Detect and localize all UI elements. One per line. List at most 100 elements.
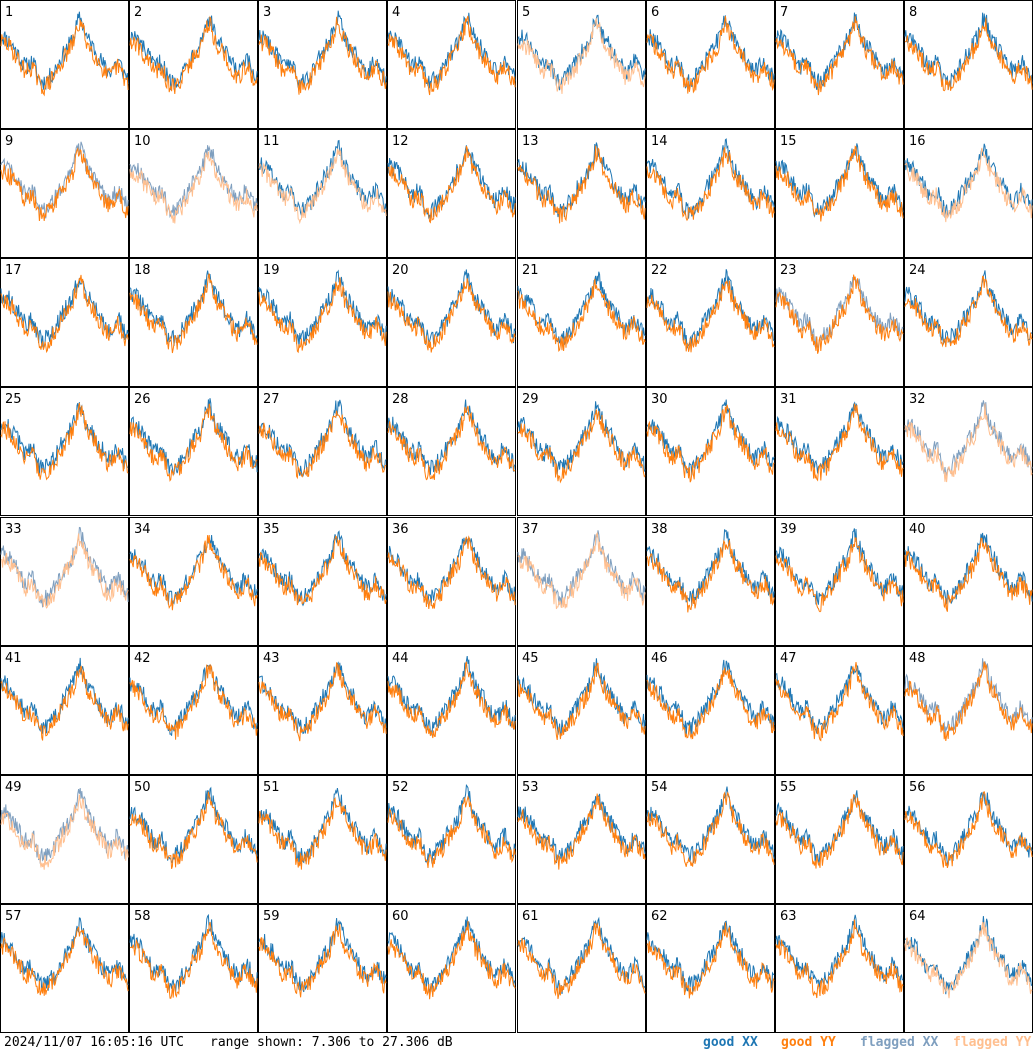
panel-label: 60: [392, 909, 409, 924]
panel-label: 51: [263, 780, 280, 795]
panel-51: 51: [258, 775, 387, 904]
panel-18: 18: [129, 258, 258, 387]
series-yy: [387, 278, 516, 353]
panel-33: 33: [0, 517, 129, 646]
panel-49: 49: [0, 775, 129, 904]
series-xx: [775, 401, 904, 474]
panel-label: 47: [780, 651, 797, 666]
series-yy: [129, 273, 258, 354]
panel-label: 54: [651, 780, 668, 795]
panel-26: 26: [129, 387, 258, 516]
series-yy: [646, 791, 775, 867]
panel-5: 5: [517, 0, 646, 129]
panel-frame: [0, 129, 129, 258]
series-yy: [387, 405, 516, 481]
panel-37: 37: [517, 517, 646, 646]
series-xx: [646, 269, 775, 350]
series-xx: [775, 12, 904, 91]
series-yy: [258, 277, 387, 354]
panel-1: 1: [0, 0, 129, 129]
series-yy: [517, 531, 646, 610]
panel-label: 42: [134, 651, 151, 666]
panel-label: 22: [651, 263, 668, 278]
series-yy: [258, 535, 387, 606]
series-yy: [517, 278, 646, 353]
panel-label: 10: [134, 134, 151, 149]
series-yy: [775, 274, 904, 354]
panel-label: 17: [5, 263, 22, 278]
panel-41: 41: [0, 646, 129, 775]
panel-label: 8: [909, 5, 917, 20]
panel-label: 24: [909, 263, 926, 278]
panel-53: 53: [517, 775, 646, 904]
legend-good-yy: good YY: [781, 1035, 836, 1050]
series-yy: [129, 921, 258, 999]
panel-62: 62: [646, 904, 775, 1033]
panel-32: 32: [904, 387, 1033, 516]
panel-label: 19: [263, 263, 280, 278]
series-yy: [517, 17, 646, 94]
panel-label: 18: [134, 263, 151, 278]
panel-label: 33: [5, 522, 22, 537]
legend-flagged-xx: flagged XX: [860, 1035, 939, 1050]
panel-21: 21: [517, 258, 646, 387]
panel-57: 57: [0, 904, 129, 1033]
series-yy: [0, 402, 129, 481]
panel-label: 15: [780, 134, 797, 149]
panel-label: 6: [651, 5, 659, 20]
series-yy: [904, 537, 1033, 612]
panel-59: 59: [258, 904, 387, 1033]
series-yy: [646, 16, 775, 94]
panel-8: 8: [904, 0, 1033, 129]
series-yy: [517, 922, 646, 999]
panel-22: 22: [646, 258, 775, 387]
series-yy: [775, 403, 904, 482]
panel-label: 48: [909, 651, 926, 666]
series-yy: [129, 534, 258, 611]
panel-label: 41: [5, 651, 22, 666]
panel-47: 47: [775, 646, 904, 775]
panel-label: 37: [522, 522, 539, 537]
panel-label: 49: [5, 780, 22, 795]
panel-label: 46: [651, 651, 668, 666]
panel-63: 63: [775, 904, 904, 1033]
panel-14: 14: [646, 129, 775, 258]
series-yy: [646, 667, 775, 740]
series-yy: [904, 147, 1033, 223]
panel-label: 26: [134, 392, 151, 407]
panel-label: 16: [909, 134, 926, 149]
panel-label: 30: [651, 392, 668, 407]
series-xx: [775, 528, 904, 605]
panel-10: 10: [129, 129, 258, 258]
panel-label: 25: [5, 392, 22, 407]
panel-label: 3: [263, 5, 271, 20]
series-yy: [775, 662, 904, 742]
range-text: range shown: 7.306 to 27.306 dB: [210, 1035, 453, 1050]
panel-43: 43: [258, 646, 387, 775]
panel-23: 23: [775, 258, 904, 387]
legend-good-xx: good XX: [703, 1035, 758, 1050]
panel-label: 35: [263, 522, 280, 537]
panel-frame: [775, 0, 904, 129]
series-yy: [0, 926, 129, 996]
panel-39: 39: [775, 517, 904, 646]
series-yy: [0, 665, 129, 741]
panel-label: 61: [522, 909, 539, 924]
panel-label: 5: [522, 5, 530, 20]
panel-4: 4: [387, 0, 516, 129]
series-yy: [1, 533, 129, 609]
panel-7: 7: [775, 0, 904, 129]
series-yy: [646, 922, 775, 999]
panel-19: 19: [258, 258, 387, 387]
series-yy: [0, 794, 129, 870]
series-yy: [775, 16, 904, 96]
panel-28: 28: [387, 387, 516, 516]
panel-label: 63: [780, 909, 797, 924]
panel-64: 64: [904, 904, 1033, 1033]
panel-frame: [258, 904, 387, 1033]
panel-label: 38: [651, 522, 668, 537]
series-yy: [387, 145, 516, 224]
panel-label: 20: [392, 263, 409, 278]
series-yy: [129, 15, 258, 95]
panel-label: 57: [5, 909, 22, 924]
